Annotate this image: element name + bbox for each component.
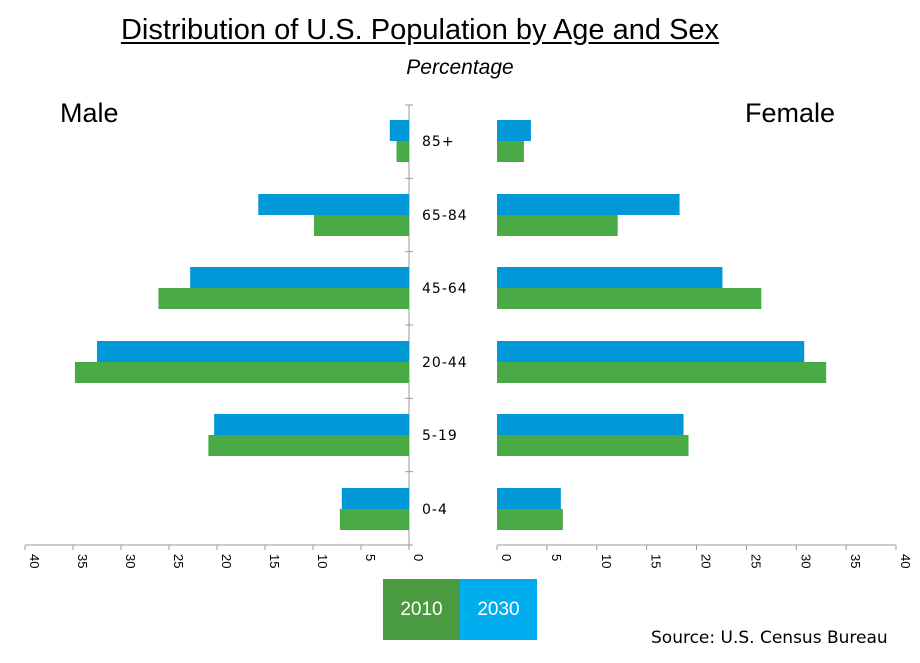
male-tick-label: 25 [171,554,186,568]
male-tick-label: 10 [315,554,330,568]
bar-male-2010-5-19 [208,435,409,456]
legend-item-2010: 2010 [383,579,460,640]
female-tick-label: 15 [649,554,664,568]
bar-female-2030-85+ [497,120,531,141]
bar-male-2010-20-44 [74,362,410,383]
category-label: 0-4 [422,502,448,518]
female-tick-label: 5 [549,554,564,561]
bar-female-2010-65-84 [497,215,618,236]
bar-female-2030-45-64 [497,267,723,288]
bar-female-2010-0-4 [497,509,563,530]
female-tick-label: 40 [898,554,913,568]
bar-male-2010-65-84 [313,215,409,236]
category-label: 65-84 [422,208,468,224]
bar-male-2010-0-4 [339,509,409,530]
bar-female-2030-0-4 [497,488,561,509]
male-tick-label: 0 [411,554,426,561]
chart-subtitle: Percentage [406,56,514,79]
bar-female-2030-20-44 [497,341,805,362]
category-label: 5-19 [422,428,458,444]
bar-male-2030-65-84 [258,194,409,215]
bar-male-2030-85+ [389,120,409,141]
bar-female-2030-5-19 [497,414,684,435]
female-tick-label: 30 [798,554,813,568]
male-tick-label: 30 [123,554,138,568]
male-label: Male [60,98,119,128]
bar-male-2030-5-19 [214,414,409,435]
bar-male-2010-85+ [396,141,409,162]
bar-female-2010-5-19 [497,435,689,456]
source-note: Source: U.S. Census Bureau [651,628,888,648]
bar-female-2010-85+ [497,141,524,162]
bar-female-2010-20-44 [497,362,827,383]
female-label: Female [745,98,836,128]
bar-female-2010-45-64 [497,288,762,309]
bar-male-2030-20-44 [97,341,409,362]
category-label: 85+ [422,134,455,150]
female-tick-label: 10 [599,554,614,568]
male-tick-label: 40 [27,554,42,568]
category-label: 20-44 [422,355,468,371]
bar-male-2030-45-64 [190,267,409,288]
male-tick-label: 5 [363,554,378,561]
category-label: 45-64 [422,281,468,297]
female-tick-label: 0 [499,554,514,561]
bar-female-2030-65-84 [497,194,680,215]
female-tick-label: 35 [848,554,863,568]
male-tick-label: 20 [219,554,234,568]
bar-male-2010-45-64 [158,288,409,309]
female-tick-label: 25 [748,554,763,568]
chart-title: Distribution of U.S. Population by Age a… [120,14,720,46]
female-tick-label: 20 [699,554,714,568]
male-tick-label: 15 [267,554,282,568]
legend-item-2030: 2030 [460,579,537,640]
bar-male-2030-0-4 [341,488,409,509]
male-tick-label: 35 [75,554,90,568]
